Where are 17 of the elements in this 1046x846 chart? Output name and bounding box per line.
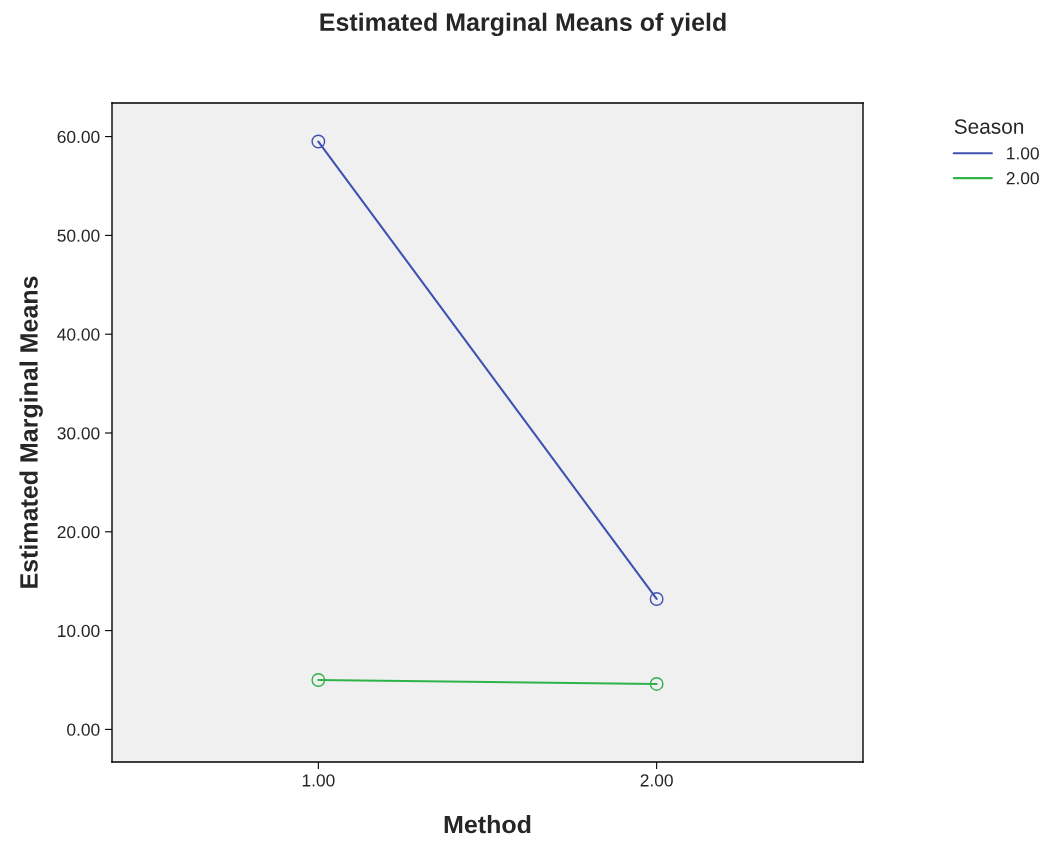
- legend-title: Season: [954, 119, 1024, 134]
- point: [649, 677, 664, 691]
- y-tick-label: 20.00: [57, 525, 100, 539]
- point: [311, 673, 326, 687]
- y-tick-label: 30.00: [57, 427, 100, 440]
- y-axis-title: Estimated Marginal Means: [19, 276, 43, 588]
- y-tick-label: 50.00: [57, 229, 100, 242]
- y-tick-label: 10.00: [58, 624, 100, 638]
- y-tick-label: 40.00: [57, 328, 100, 341]
- legend-label: 1.00: [1007, 147, 1039, 160]
- chart-title: Estimated Marginal Means of yield: [320, 12, 726, 37]
- legend-label: 2.00: [1006, 172, 1039, 185]
- point: [311, 134, 326, 149]
- point: [649, 592, 664, 606]
- y-tick-label: 0.00: [67, 723, 100, 736]
- x-axis-title: Method: [444, 814, 531, 834]
- y-tick-label: 60.00: [57, 130, 100, 144]
